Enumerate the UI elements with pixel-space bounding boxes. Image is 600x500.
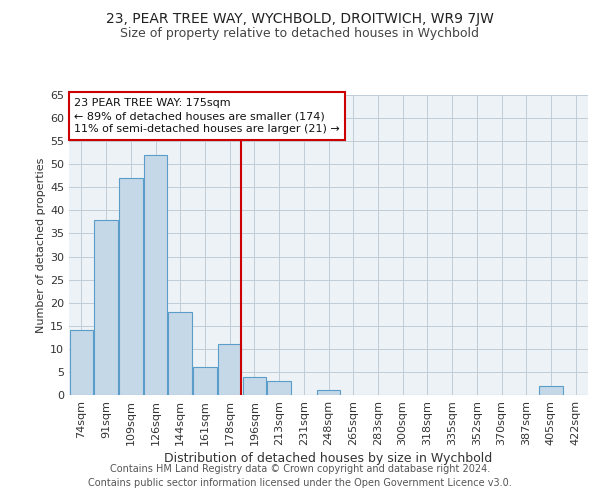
Bar <box>169 312 192 395</box>
Bar <box>268 381 291 395</box>
X-axis label: Distribution of detached houses by size in Wychbold: Distribution of detached houses by size … <box>164 452 493 465</box>
Bar <box>119 178 143 395</box>
Bar <box>218 344 241 395</box>
Text: 23, PEAR TREE WAY, WYCHBOLD, DROITWICH, WR9 7JW: 23, PEAR TREE WAY, WYCHBOLD, DROITWICH, … <box>106 12 494 26</box>
Bar <box>539 386 563 395</box>
Bar <box>242 376 266 395</box>
Bar <box>144 155 167 395</box>
Text: Contains HM Land Registry data © Crown copyright and database right 2024.
Contai: Contains HM Land Registry data © Crown c… <box>88 464 512 487</box>
Y-axis label: Number of detached properties: Number of detached properties <box>36 158 46 332</box>
Bar <box>70 330 93 395</box>
Bar <box>317 390 340 395</box>
Text: Size of property relative to detached houses in Wychbold: Size of property relative to detached ho… <box>121 28 479 40</box>
Bar <box>193 368 217 395</box>
Text: 23 PEAR TREE WAY: 175sqm
← 89% of detached houses are smaller (174)
11% of semi-: 23 PEAR TREE WAY: 175sqm ← 89% of detach… <box>74 98 340 134</box>
Bar <box>94 220 118 395</box>
